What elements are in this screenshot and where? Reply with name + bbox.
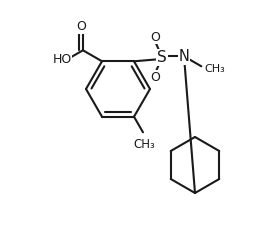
Text: HO: HO xyxy=(52,53,72,66)
Text: S: S xyxy=(157,50,167,65)
Text: CH₃: CH₃ xyxy=(204,64,225,74)
Text: O: O xyxy=(77,20,86,33)
Text: CH₃: CH₃ xyxy=(133,138,155,151)
Text: N: N xyxy=(179,49,189,64)
Text: O: O xyxy=(150,31,160,44)
Text: O: O xyxy=(150,71,160,84)
